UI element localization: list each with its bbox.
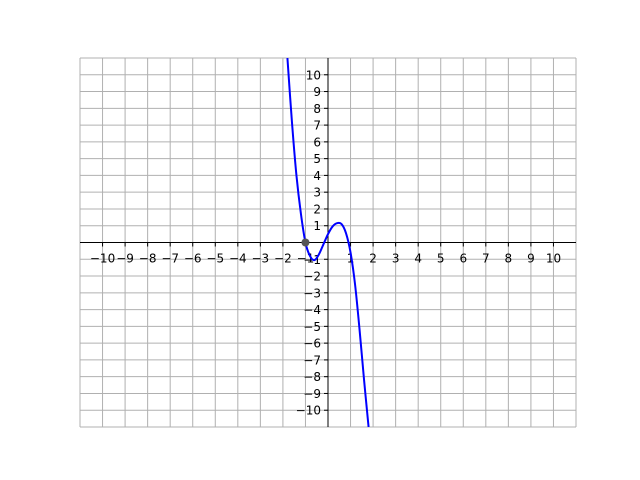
x-tick-label: −2 [274,252,292,266]
x-tick-label: −7 [161,252,179,266]
y-tick-label: 7 [313,119,321,133]
x-tick-label: 2 [369,252,377,266]
tick-labels: −10 −9 −8 −7 −6 −5 −4 −3 −2 −1 1 2 3 4 5 6 7 8 9 10−10−9−8−… [90,68,561,417]
y-tick-label: −10 [296,404,321,418]
x-tick-label: 9 [527,252,535,266]
y-tick-label: 10 [306,68,321,82]
y-tick-label: −8 [303,370,321,384]
y-tick-label: 1 [313,219,321,233]
x-tick-label: 4 [414,252,422,266]
x-tick-label: 10 [546,252,561,266]
y-tick-label: 4 [313,169,321,183]
x-tick-label: −5 [206,252,224,266]
x-tick-label: 7 [482,252,490,266]
y-tick-label: 5 [313,152,321,166]
x-tick-label: 3 [392,252,400,266]
y-tick-label: 6 [313,135,321,149]
axes [80,58,576,427]
y-tick-label: −4 [303,303,321,317]
y-tick-label: −5 [303,320,321,334]
y-tick-label: −9 [303,387,321,401]
y-tick-label: −6 [303,337,321,351]
y-tick-label: 9 [313,85,321,99]
y-tick-label: 8 [313,102,321,116]
x-tick-label: −6 [184,252,202,266]
highlighted-point [301,238,310,247]
x-tick-label: −3 [252,252,270,266]
x-tick-label: −9 [116,252,134,266]
highlighted-points [301,238,310,247]
x-tick-label: 5 [437,252,445,266]
x-tick-label: 6 [459,252,467,266]
series [286,58,370,427]
series-line [286,58,370,427]
y-tick-label: 3 [313,186,321,200]
y-tick-label: −2 [303,270,321,284]
y-tick-label: −3 [303,286,321,300]
y-tick-label: −7 [303,353,321,367]
x-tick-label: −4 [229,252,247,266]
x-tick-label: −10 [90,252,115,266]
x-tick-label: −8 [139,252,157,266]
x-tick-label: 8 [505,252,513,266]
y-tick-label: 2 [313,202,321,216]
